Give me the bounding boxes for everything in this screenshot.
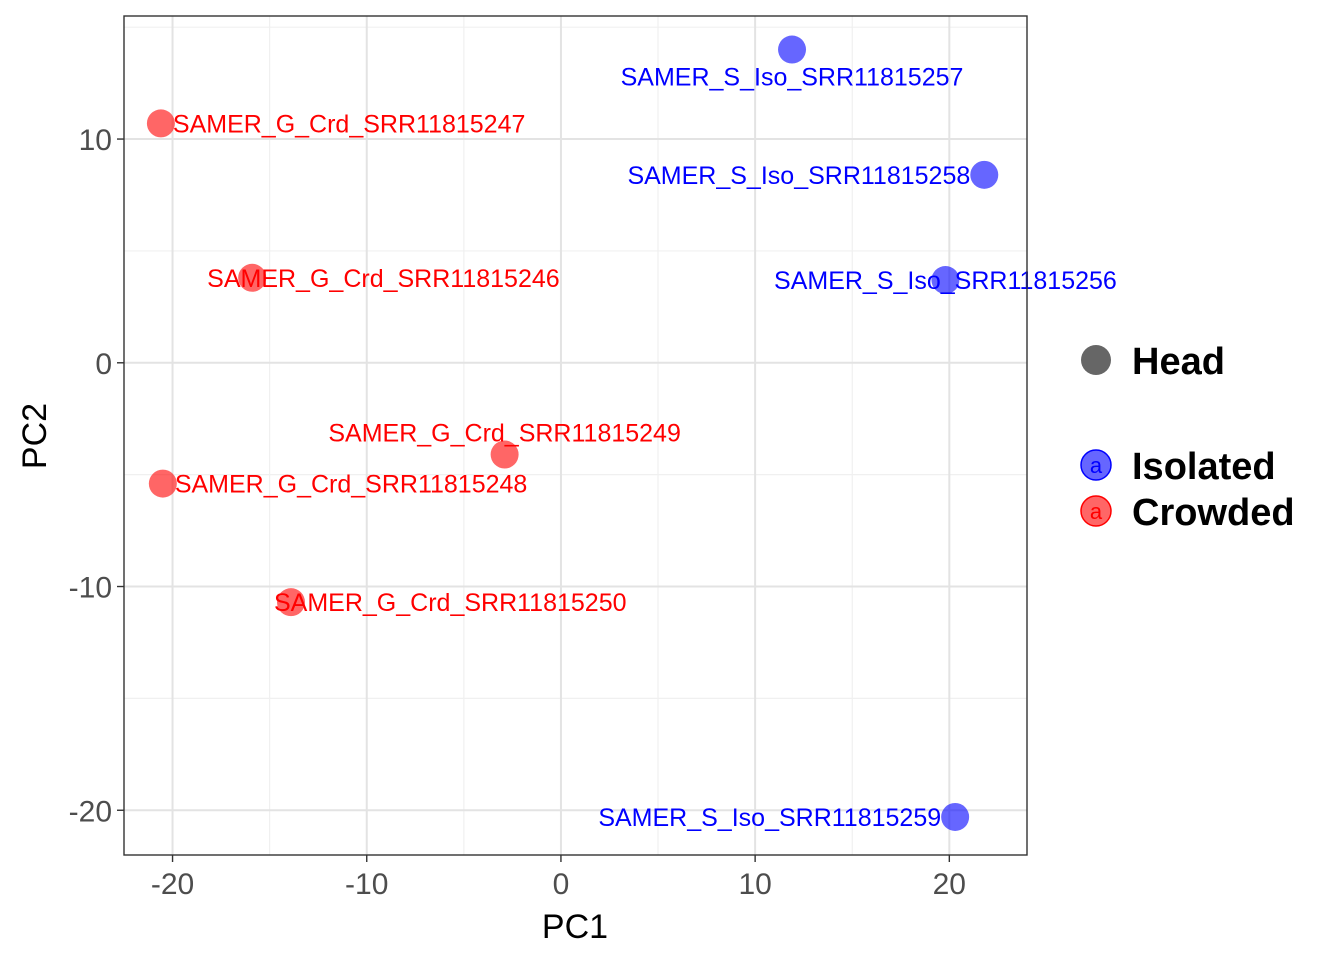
y-tick-label: -10 [69, 572, 112, 605]
x-tick-label: 20 [933, 868, 966, 901]
data-points [146, 35, 999, 831]
point-label: SAMER_S_Iso_SRR11815258 [627, 162, 970, 190]
x-axis-title: PC1 [542, 908, 608, 946]
point-label: SAMER_S_Iso_SRR11815259 [598, 804, 941, 832]
point-label: SAMER_G_Crd_SRR11815249 [328, 420, 681, 448]
y-tick-label: 10 [79, 124, 112, 157]
point-label: SAMER_S_Iso_SRR11815256 [774, 267, 1117, 295]
legend-key-isolated [1080, 449, 1112, 481]
gridlines [124, 16, 1027, 855]
legend-label-head: Head [1132, 341, 1225, 383]
x-tick-label: 0 [553, 868, 570, 901]
data-point [277, 588, 306, 617]
point-label: SAMER_G_Crd_SRR11815250 [274, 589, 627, 617]
data-point [490, 440, 519, 469]
legend-key-head-shape [1081, 345, 1111, 375]
legend-label-isolated: Isolated [1132, 446, 1276, 488]
point-label: SAMER_G_Crd_SRR11815246 [207, 265, 560, 293]
legend-label-crowded: Crowded [1132, 492, 1295, 534]
point-label: SAMER_G_Crd_SRR11815247 [173, 110, 526, 138]
x-tick-label: 10 [738, 868, 771, 901]
y-axis-title: PC2 [16, 403, 54, 469]
data-point [970, 160, 999, 189]
data-point [931, 266, 960, 295]
point-label: SAMER_G_Crd_SRR11815248 [175, 471, 528, 499]
y-tick-label: -20 [69, 795, 112, 828]
panel-background [124, 16, 1027, 855]
legend-key-crowded-glyph: a [1090, 499, 1103, 524]
x-tick-label: -10 [345, 868, 388, 901]
data-point [238, 263, 267, 292]
legend-key-crowded [1080, 495, 1112, 527]
data-point [778, 35, 807, 64]
data-point [146, 109, 175, 138]
data-point [148, 469, 177, 498]
y-tick-label: 0 [95, 348, 112, 381]
plot-panel: SAMER_S_Iso_SRR11815257 SAMER_S_Iso_SRR11… [123, 15, 1117, 856]
point-labels: SAMER_S_Iso_SRR11815257 SAMER_S_Iso_SRR11… [173, 64, 1117, 832]
data-point [941, 802, 970, 831]
axes: -20 -10 0 10 20 -20 -10 0 10 [69, 124, 966, 901]
point-label: SAMER_S_Iso_SRR11815257 [621, 64, 964, 92]
panel-border [123, 15, 1028, 856]
legend: Head a Isolated a Crowded [1080, 341, 1295, 534]
legend-key-isolated-glyph: a [1090, 453, 1103, 478]
x-tick-label: -20 [151, 868, 194, 901]
